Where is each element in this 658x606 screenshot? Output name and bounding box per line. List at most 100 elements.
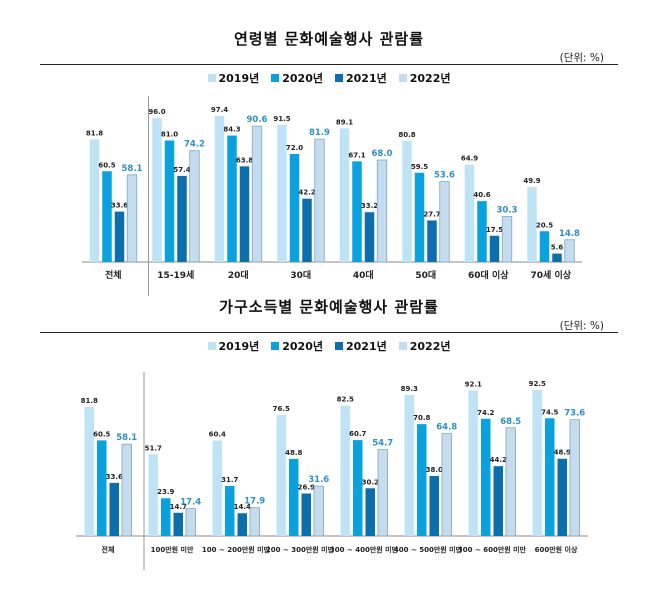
data-label: 23.9 — [157, 488, 174, 496]
bar — [489, 235, 500, 262]
legend-item: 2020년 — [271, 338, 323, 354]
bar — [161, 498, 171, 536]
bar — [468, 390, 478, 536]
legend-swatch — [207, 74, 216, 82]
data-label: 31.7 — [221, 476, 238, 484]
bar — [439, 181, 450, 263]
legend-label: 2021년 — [346, 340, 387, 353]
category-label: 70세 이상 — [531, 269, 572, 281]
legend-swatch — [271, 342, 280, 350]
chart1-plot: 81.8 60.5 33.6 58.1 전체 96.0 81.0 57.4 74.2 15-19세… — [82, 96, 582, 296]
bar — [402, 140, 412, 262]
bar — [148, 454, 158, 536]
data-label: 14.4 — [234, 503, 251, 511]
data-label: 89.3 — [401, 385, 418, 393]
bar — [414, 172, 425, 262]
legend-item: 2019년 — [207, 338, 260, 354]
bar — [353, 440, 363, 536]
bar — [289, 154, 300, 262]
bar — [126, 174, 138, 263]
bar — [557, 458, 567, 536]
bar — [185, 508, 196, 537]
data-label: 38.0 — [426, 466, 443, 474]
bar — [249, 507, 260, 537]
data-label: 53.6 — [434, 171, 455, 181]
bar — [501, 216, 513, 263]
category-label: 40대 — [353, 269, 374, 281]
data-label: 48.8 — [285, 449, 302, 457]
bar — [340, 405, 350, 536]
legend-item: 2021년 — [335, 338, 387, 354]
data-label: 5.6 — [551, 244, 564, 252]
data-label: 89.1 — [336, 118, 353, 126]
legend-label: 2019년 — [218, 72, 260, 85]
category-label: 15-19세 — [157, 269, 194, 281]
bar — [214, 115, 225, 263]
data-label: 68.5 — [500, 417, 521, 427]
bar — [365, 488, 375, 536]
bar — [251, 125, 263, 263]
data-label: 60.5 — [93, 430, 110, 438]
bar — [313, 485, 324, 537]
category-label: 200 ~ 300만원 미만 — [266, 545, 335, 554]
data-label: 60.7 — [349, 430, 366, 438]
data-label: 60.4 — [209, 431, 226, 439]
bar — [225, 485, 235, 536]
bar — [89, 139, 100, 262]
data-label: 48.9 — [554, 449, 571, 457]
data-label: 17.4 — [180, 498, 201, 508]
data-label: 73.6 — [564, 409, 585, 419]
data-label: 14.8 — [559, 229, 580, 239]
data-label: 81.8 — [86, 129, 103, 137]
bar — [289, 458, 299, 536]
legend-label: 2020년 — [282, 72, 323, 85]
data-label: 97.4 — [211, 106, 228, 114]
bar — [301, 493, 311, 536]
legend-swatch — [207, 342, 216, 350]
category-label: 20대 — [228, 269, 249, 281]
legend-item: 2019년 — [207, 70, 260, 86]
category-label: 400 ~ 500만원 미만 — [394, 545, 463, 554]
bar — [552, 253, 562, 262]
bar — [532, 389, 542, 536]
bar — [477, 201, 487, 262]
chart2-legend: 2019년 2020년 2021년 2022년 — [0, 338, 658, 354]
bar — [114, 211, 125, 262]
bar — [364, 212, 375, 262]
chart1-legend: 2019년 2020년 2021년 2022년 — [0, 70, 658, 86]
bar — [277, 124, 287, 262]
data-label: 74.2 — [477, 409, 494, 417]
bar — [276, 415, 286, 536]
bar — [239, 166, 250, 262]
bar — [464, 164, 475, 262]
legend-swatch — [271, 74, 280, 82]
data-label: 58.1 — [116, 433, 137, 443]
chart2-unit: (단위: %) — [559, 320, 604, 332]
bar — [97, 440, 107, 536]
data-label: 17.9 — [244, 497, 265, 507]
category-label: 전체 — [102, 545, 115, 554]
data-label: 74.2 — [184, 140, 205, 150]
bar — [189, 150, 200, 263]
data-label: 59.5 — [411, 163, 428, 171]
bar — [177, 175, 187, 262]
bar — [505, 427, 516, 537]
legend-swatch — [335, 74, 343, 82]
bar — [417, 424, 427, 536]
bar — [493, 466, 503, 536]
legend-item: 2020년 — [271, 70, 323, 86]
data-label: 96.0 — [148, 108, 165, 116]
bar — [404, 394, 414, 536]
legend-label: 2021년 — [346, 72, 387, 85]
data-label: 64.8 — [436, 423, 457, 433]
legend-label: 2022년 — [409, 72, 451, 85]
bar — [569, 419, 580, 537]
data-label: 81.0 — [161, 131, 178, 139]
data-label: 92.5 — [529, 380, 546, 388]
data-label: 92.1 — [465, 380, 482, 388]
bar — [227, 135, 237, 262]
data-label: 49.9 — [523, 177, 540, 185]
data-label: 33.6 — [111, 202, 128, 210]
legend-label: 2019년 — [218, 340, 260, 353]
bar — [545, 418, 555, 536]
